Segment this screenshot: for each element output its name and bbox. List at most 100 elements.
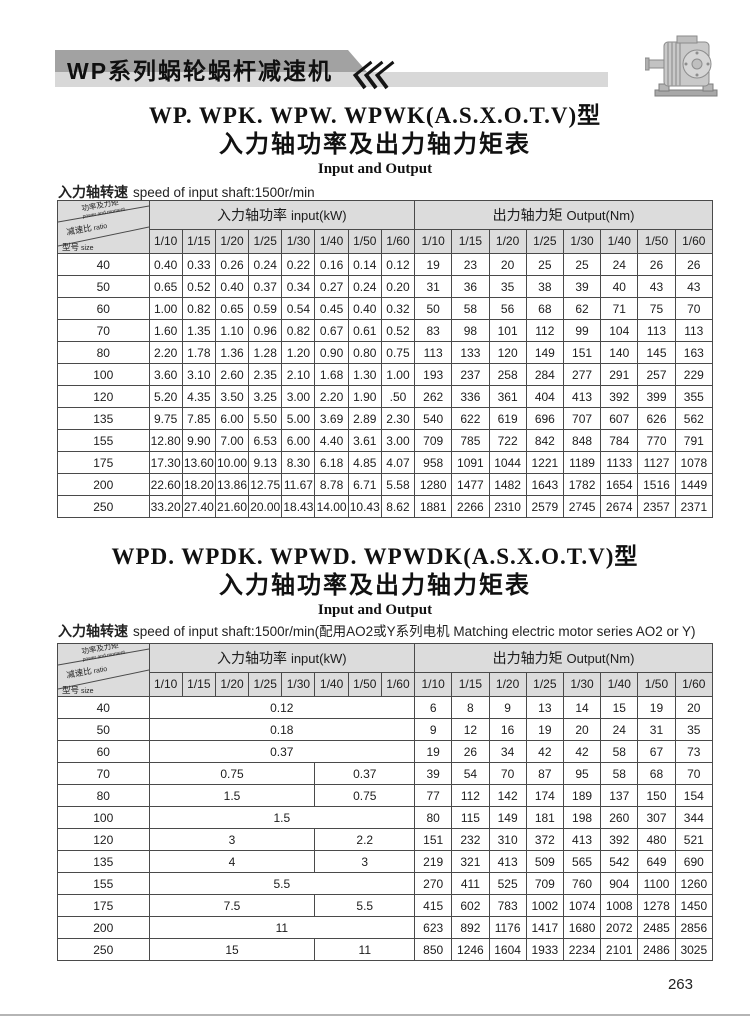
table-row: 50 0.65 0.52 0.40 0.37 0.34 0.27 0.24 0.20 31 36 35… (57, 275, 714, 298)
output-cell: 137 (600, 784, 639, 807)
output-cell: 784 (600, 429, 639, 452)
input-merged-cell: 5.5 (148, 872, 416, 895)
input-cell: 0.40 (347, 297, 382, 320)
input-cell: 5.58 (380, 473, 416, 496)
table-row: 200 11 623 892 1176 1417 1680 2072 2485 2856 (57, 916, 714, 939)
output-cell: 1643 (525, 473, 564, 496)
output-cell: 113 (674, 319, 714, 342)
output-cell: 193 (414, 363, 453, 386)
output-cell: 115 (451, 806, 490, 829)
input-ratio-header: 1/30 (281, 671, 316, 698)
output-cell: 15 (600, 696, 639, 719)
size-cell: 60 (57, 740, 150, 763)
output-cell: 1782 (562, 473, 602, 496)
input-cell: 4.40 (314, 429, 349, 452)
input-cell: 0.96 (248, 319, 283, 342)
input-cell: 0.20 (380, 275, 416, 298)
input-cell: .50 (380, 385, 416, 408)
output-cell: 19 (414, 740, 453, 763)
output-cell: 1044 (488, 451, 527, 474)
corner-ratio-label: 减速比ratio (66, 663, 108, 680)
corner-header-cell: 功率及力矩 power and moment 减速比ratio 型号 size (57, 200, 150, 254)
corner-size-label: 型号 size (62, 242, 94, 252)
input-cell: 0.90 (314, 341, 349, 364)
output-cell: 1680 (562, 916, 602, 939)
size-cell: 50 (57, 718, 150, 741)
output-cell: 23 (451, 253, 490, 276)
input-cell: 0.40 (148, 253, 183, 276)
output-cell: 1482 (488, 473, 527, 496)
output-cell: 562 (674, 407, 714, 430)
output-cell: 26 (451, 740, 490, 763)
input-cell: 1.20 (281, 341, 316, 364)
speed-note-text: speed of input shaft:1500r/min (133, 185, 315, 200)
output-ratio-header: 1/20 (488, 671, 527, 698)
input-ratio-header: 1/60 (380, 671, 416, 698)
output-cell: 16 (488, 718, 527, 741)
output-cell: 151 (562, 341, 602, 364)
input-ratio-header: 1/10 (148, 228, 183, 255)
output-cell: 174 (525, 784, 564, 807)
size-cell: 70 (57, 762, 150, 785)
output-cell: 783 (488, 894, 527, 917)
output-cell: 73 (674, 740, 714, 763)
input-cell: 5.00 (281, 407, 316, 430)
bottom-rule (0, 1014, 750, 1016)
output-cell: 411 (451, 872, 490, 895)
output-cell: 1280 (414, 473, 453, 496)
output-cell: 1246 (451, 938, 490, 961)
output-cell: 20 (674, 696, 714, 719)
input-cell: 27.40 (181, 495, 216, 518)
input-cell: 3.25 (248, 385, 283, 408)
input-cell: 4.85 (347, 451, 382, 474)
input-merged-cell: 2.2 (314, 828, 416, 851)
input-cell: 1.00 (148, 297, 183, 320)
input-cell: 8.78 (314, 473, 349, 496)
input-cell: 6.53 (248, 429, 283, 452)
output-cell: 83 (414, 319, 453, 342)
input-cell: 7.00 (214, 429, 250, 452)
input-merged-cell: 3 (148, 828, 316, 851)
input-cell: 1.30 (347, 363, 382, 386)
output-ratio-header: 1/30 (562, 228, 602, 255)
size-cell: 100 (57, 806, 150, 829)
output-cell: 626 (637, 407, 676, 430)
output-ratio-header: 1/40 (600, 228, 639, 255)
output-cell: 142 (488, 784, 527, 807)
output-cell: 68 (525, 297, 564, 320)
output-cell: 1100 (637, 872, 676, 895)
output-cell: 480 (637, 828, 676, 851)
input-cell: 0.65 (214, 297, 250, 320)
output-cell: 25 (525, 253, 564, 276)
output-cell: 540 (414, 407, 453, 430)
input-cell: 1.60 (148, 319, 183, 342)
page-number: 263 (667, 976, 693, 993)
input-ratio-header: 1/30 (281, 228, 316, 255)
size-cell: 40 (57, 253, 150, 276)
output-cell: 262 (414, 385, 453, 408)
table-row: 135 9.75 7.85 6.00 5.50 5.00 3.69 2.89 2.30 540 62… (57, 407, 714, 430)
size-cell: 60 (57, 297, 150, 320)
output-cell: 623 (414, 916, 453, 939)
input-cell: 0.54 (281, 297, 316, 320)
output-cell: 133 (451, 341, 490, 364)
input-merged-cell: 11 (148, 916, 416, 939)
output-cell: 399 (637, 385, 676, 408)
output-cell: 2072 (600, 916, 639, 939)
output-cell: 43 (674, 275, 714, 298)
output-cell: 163 (674, 341, 714, 364)
output-cell: 1477 (451, 473, 490, 496)
output-cell: 58 (451, 297, 490, 320)
input-cell: 0.37 (248, 275, 283, 298)
output-ratio-header: 1/20 (488, 228, 527, 255)
section1-speed-note: 入力轴转速 speed of input shaft:1500r/min (58, 182, 315, 202)
input-cell: 12.75 (248, 473, 283, 496)
output-cell: 2357 (637, 495, 676, 518)
output-cell: 690 (674, 850, 714, 873)
output-cell: 145 (637, 341, 676, 364)
input-merged-cell: 0.18 (148, 718, 416, 741)
size-cell: 135 (57, 850, 150, 873)
output-cell: 50 (414, 297, 453, 320)
output-cell: 140 (600, 341, 639, 364)
speed-note-label: 入力轴转速 (58, 184, 128, 200)
